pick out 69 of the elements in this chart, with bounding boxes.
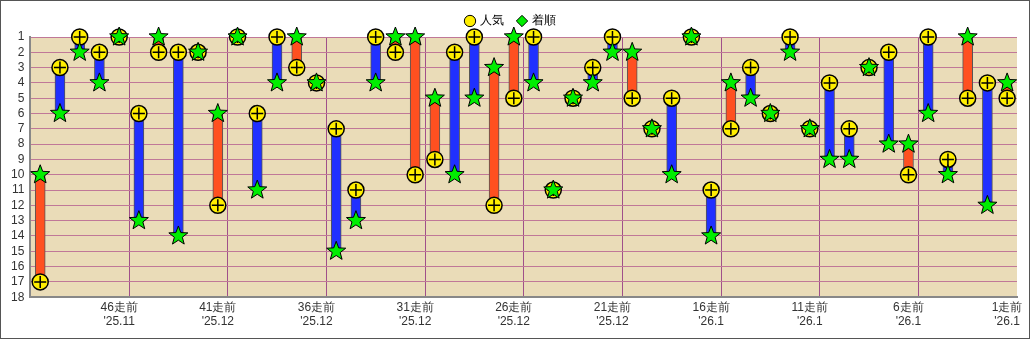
point <box>385 26 406 46</box>
x-tick-label: 36走前 '25.12 <box>297 299 336 329</box>
x-tick-label: 1走前 '26.1 <box>991 299 1023 329</box>
point <box>740 87 761 107</box>
point <box>345 210 366 230</box>
y-tick-label: 8 <box>17 136 25 151</box>
point <box>839 148 860 169</box>
point <box>780 41 801 61</box>
point <box>247 179 268 199</box>
point <box>582 72 603 92</box>
y-tick-label: 5 <box>17 90 25 105</box>
point <box>49 103 70 123</box>
point <box>30 164 51 184</box>
point <box>661 164 682 184</box>
point <box>464 87 485 107</box>
point <box>365 72 386 92</box>
point <box>602 41 623 61</box>
x-tick-label: 16走前 '26.1 <box>692 299 730 329</box>
x-tick-label: 6走前 '26.1 <box>893 299 924 329</box>
y-tick-label: 10 <box>10 167 25 182</box>
y-tick-label: 18 <box>10 289 25 304</box>
point <box>326 240 347 260</box>
point <box>622 41 643 61</box>
y-tick-label: 2 <box>17 44 25 59</box>
point <box>168 225 189 245</box>
x-tick-label: 46走前 '25.11 <box>100 299 138 329</box>
y-tick-label: 15 <box>10 243 25 258</box>
point <box>720 72 741 92</box>
y-tick-label: 9 <box>17 151 25 166</box>
x-tick-label: 26走前 '25.12 <box>495 299 533 329</box>
x-tick-label: 31走前 '25.12 <box>396 299 434 329</box>
y-tick-label: 6 <box>17 105 25 120</box>
y-tick-label: 12 <box>10 197 25 212</box>
point <box>937 164 958 184</box>
point <box>503 26 524 46</box>
point <box>444 164 465 184</box>
point <box>69 41 90 61</box>
x-tick-label: 41走前 '25.12 <box>199 299 237 329</box>
point <box>523 72 544 92</box>
legend-label: 着順 <box>532 13 556 28</box>
point <box>207 103 228 123</box>
point <box>918 103 939 123</box>
point <box>878 133 899 153</box>
point <box>701 225 722 245</box>
point <box>405 26 426 46</box>
y-tick-label: 4 <box>17 75 25 90</box>
x-tick-label: 11走前 '26.1 <box>791 299 829 329</box>
point <box>957 26 978 46</box>
y-tick-label: 14 <box>10 228 25 243</box>
legend-label: 人気 <box>480 13 504 28</box>
point <box>997 72 1018 92</box>
y-tick-label: 1 <box>17 29 25 44</box>
y-tick-label: 16 <box>10 258 25 273</box>
point <box>898 133 919 153</box>
point <box>977 194 998 214</box>
point <box>286 26 307 46</box>
point <box>267 72 288 92</box>
y-tick-label: 3 <box>17 59 25 74</box>
point <box>424 87 445 107</box>
y-tick-label: 11 <box>11 182 25 197</box>
point <box>148 26 169 46</box>
point <box>484 57 505 77</box>
point <box>819 148 840 169</box>
y-tick-label: 17 <box>10 274 25 289</box>
y-tick-label: 7 <box>17 121 25 136</box>
x-tick-label: 21走前 '25.12 <box>593 299 632 329</box>
point <box>128 210 149 230</box>
point <box>89 72 110 92</box>
y-tick-label: 13 <box>10 212 25 227</box>
